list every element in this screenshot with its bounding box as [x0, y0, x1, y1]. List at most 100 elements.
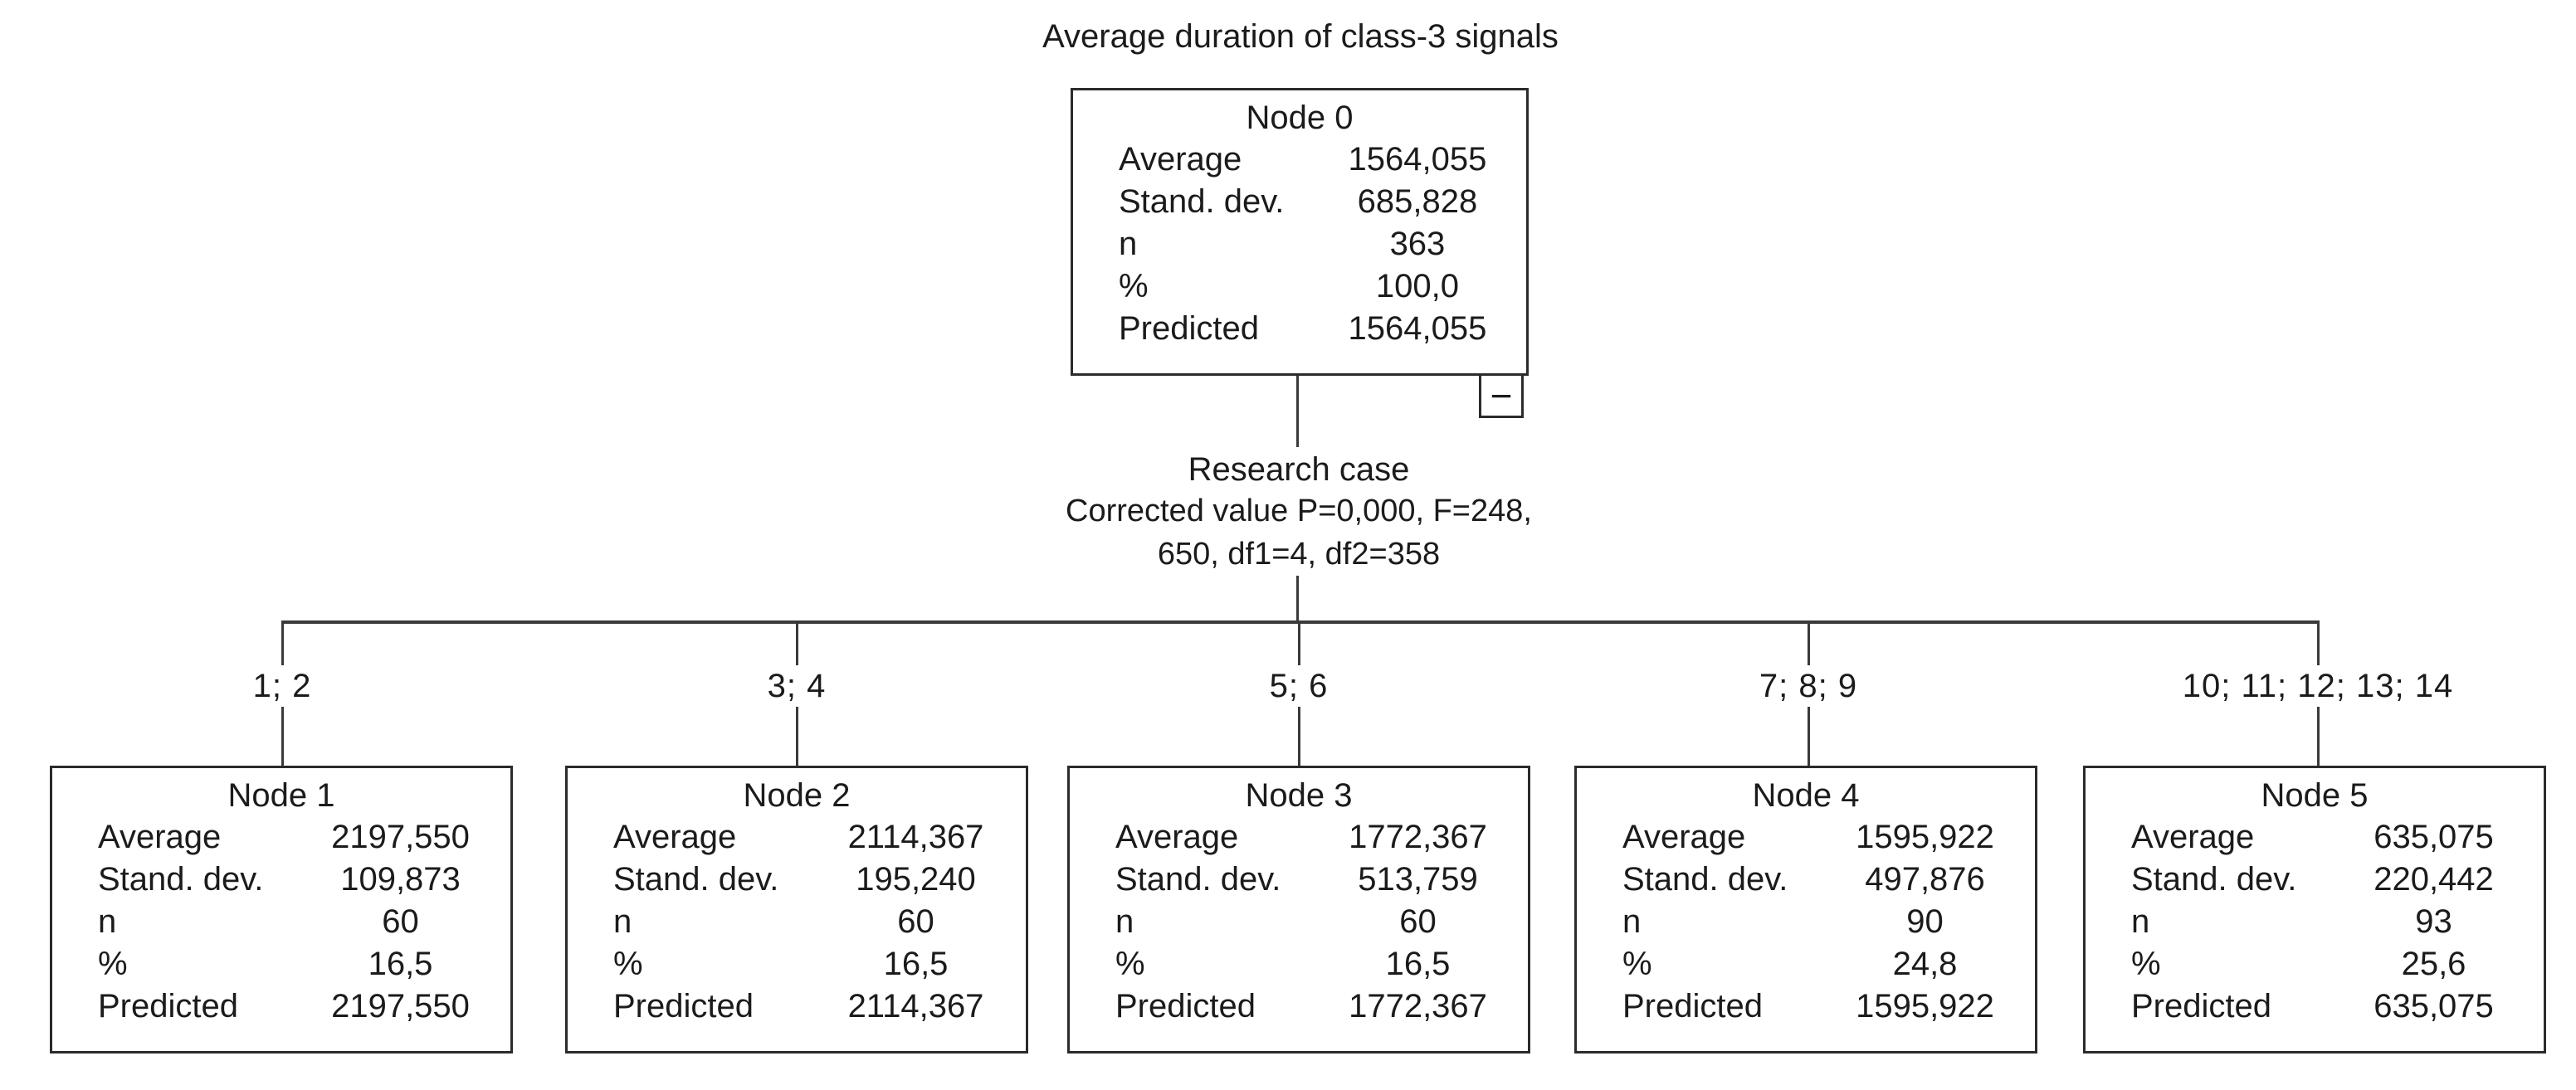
node-3-box: Node 3 Average 1772,367 Stand. dev. 513,…	[1067, 766, 1530, 1054]
stand-dev-label: Stand. dev.	[98, 861, 264, 898]
n-label: n	[613, 903, 632, 940]
n-value: 363	[1389, 226, 1446, 262]
stat-row-average: Average 1595,922	[1577, 816, 2035, 859]
predicted-label: Predicted	[1115, 988, 1256, 1024]
average-label: Average	[1622, 819, 1746, 855]
n-value: 60	[1399, 903, 1437, 940]
percent-value: 16,5	[368, 946, 433, 982]
stat-row-average: Average 2114,367	[568, 816, 1026, 859]
percent-label: %	[1119, 268, 1149, 304]
predicted-label: Predicted	[613, 988, 754, 1024]
stat-row-average: Average 1772,367	[1070, 816, 1528, 859]
stand-dev-value: 513,759	[1358, 861, 1478, 898]
stat-row-n: n 60	[1070, 901, 1528, 943]
predicted-value: 1772,367	[1349, 988, 1487, 1024]
stat-row-predicted: Predicted 635,075	[2086, 985, 2544, 1028]
stat-row-predicted: Predicted 2114,367	[568, 985, 1026, 1028]
node-5-title: Node 5	[2261, 777, 2369, 814]
stat-row-average: Average 1564,055	[1073, 139, 1526, 181]
branch-label-4: 7; 8; 9	[1617, 665, 1999, 707]
percent-label: %	[613, 946, 643, 982]
average-label: Average	[1115, 819, 1239, 855]
stand-dev-label: Stand. dev.	[1115, 861, 1281, 898]
predicted-label: Predicted	[2131, 988, 2271, 1024]
node-5-box: Node 5 Average 635,075 Stand. dev. 220,4…	[2083, 766, 2546, 1054]
average-label: Average	[613, 819, 737, 855]
stand-dev-value: 220,442	[2374, 861, 2494, 898]
tree-title: Average duration of class-3 signals	[1042, 18, 1559, 55]
n-label: n	[1119, 226, 1138, 262]
stand-dev-value: 685,828	[1357, 183, 1478, 220]
percent-label: %	[1115, 946, 1145, 982]
stat-row-stand-dev: Stand. dev. 195,240	[568, 859, 1026, 901]
average-value: 1564,055	[1348, 141, 1487, 178]
stat-row-stand-dev: Stand. dev. 220,442	[2086, 859, 2544, 901]
percent-value: 16,5	[883, 946, 949, 982]
split-stats-line-1: Corrected value P=0,000, F=248,	[925, 489, 1672, 533]
predicted-label: Predicted	[1119, 310, 1259, 347]
split-stats-value-1: P=0,000, F=248,	[1296, 494, 1532, 528]
stat-row-percent: % 100,0	[1073, 265, 1526, 308]
split-info: Research case Corrected value P=0,000, F…	[925, 450, 1672, 576]
n-value: 93	[2415, 903, 2452, 940]
n-value: 60	[897, 903, 934, 940]
branch-label-3: 5; 6	[1108, 665, 1490, 707]
predicted-value: 635,075	[2374, 988, 2494, 1024]
stat-row-percent: % 16,5	[1070, 943, 1528, 985]
stat-row-percent: % 24,8	[1577, 943, 2035, 985]
predicted-value: 1595,922	[1856, 988, 1994, 1024]
split-stats-label: Corrected value	[1066, 494, 1289, 528]
stat-row-n: n 60	[52, 901, 510, 943]
connector-split-stem	[1296, 576, 1299, 622]
stat-row-n: n 363	[1073, 223, 1526, 265]
average-value: 1772,367	[1349, 819, 1487, 855]
percent-label: %	[98, 946, 128, 982]
node-2-box: Node 2 Average 2114,367 Stand. dev. 195,…	[565, 766, 1028, 1054]
stat-row-stand-dev: Stand. dev. 497,876	[1577, 859, 2035, 901]
stat-row-average: Average 2197,550	[52, 816, 510, 859]
average-value: 635,075	[2374, 819, 2494, 855]
stat-row-average: Average 635,075	[2086, 816, 2544, 859]
average-value: 1595,922	[1856, 819, 1994, 855]
average-label: Average	[2131, 819, 2255, 855]
percent-value: 25,6	[2401, 946, 2466, 982]
stand-dev-value: 195,240	[856, 861, 976, 898]
n-label: n	[98, 903, 117, 940]
stand-dev-value: 497,876	[1865, 861, 1985, 898]
branch-label-2: 3; 4	[606, 665, 988, 707]
percent-value: 24,8	[1892, 946, 1958, 982]
stat-row-stand-dev: Stand. dev. 685,828	[1073, 181, 1526, 223]
stat-row-n: n 90	[1577, 901, 2035, 943]
stand-dev-value: 109,873	[340, 861, 461, 898]
n-label: n	[2131, 903, 2150, 940]
predicted-value: 2114,367	[847, 988, 984, 1024]
node-0-title: Node 0	[1246, 100, 1354, 136]
predicted-label: Predicted	[1622, 988, 1763, 1024]
connector-horizontal-rail	[281, 620, 2320, 624]
split-stats-line-2: 650, df1=4, df2=358	[1157, 537, 1441, 572]
stat-row-stand-dev: Stand. dev. 513,759	[1070, 859, 1528, 901]
stat-row-n: n 60	[568, 901, 1026, 943]
n-value: 60	[382, 903, 419, 940]
stat-row-predicted: Predicted 2197,550	[52, 985, 510, 1028]
node-4-box: Node 4 Average 1595,922 Stand. dev. 497,…	[1574, 766, 2037, 1054]
percent-value: 100,0	[1375, 268, 1459, 304]
average-value: 2197,550	[331, 819, 470, 855]
node-1-title: Node 1	[227, 777, 335, 814]
stat-row-n: n 93	[2086, 901, 2544, 943]
collapse-node-button[interactable]: −	[1479, 373, 1524, 418]
predicted-value: 1564,055	[1348, 310, 1487, 347]
branch-label-1: 1; 2	[91, 665, 473, 707]
stat-row-percent: % 16,5	[568, 943, 1026, 985]
stat-row-percent: % 16,5	[52, 943, 510, 985]
stand-dev-label: Stand. dev.	[1622, 861, 1788, 898]
average-value: 2114,367	[847, 819, 984, 855]
percent-value: 16,5	[1385, 946, 1451, 982]
stat-row-predicted: Predicted 1772,367	[1070, 985, 1528, 1028]
n-label: n	[1622, 903, 1642, 940]
predicted-value: 2197,550	[331, 988, 470, 1024]
stat-row-predicted: Predicted 1595,922	[1577, 985, 2035, 1028]
percent-label: %	[1622, 946, 1652, 982]
stand-dev-label: Stand. dev.	[2131, 861, 2297, 898]
